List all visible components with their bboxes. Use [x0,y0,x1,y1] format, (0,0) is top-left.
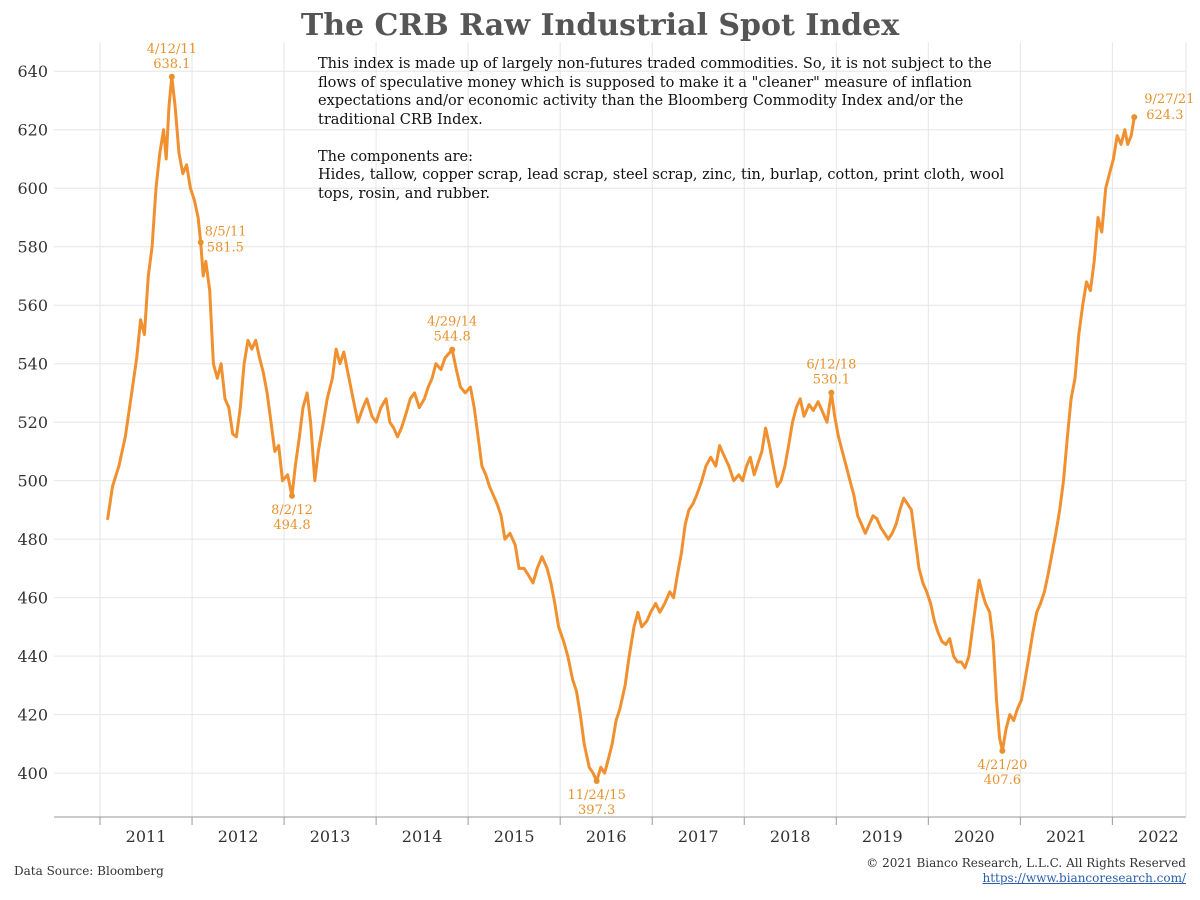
x-tick-label: 2014 [402,827,443,846]
annotation-date-label: 9/27/21 [1144,92,1194,107]
y-tick-label: 420 [17,706,48,725]
y-tick-label: 520 [17,413,48,432]
y-tick-label: 580 [17,238,48,257]
annotation-date-label: 8/2/12 [271,503,313,518]
annotation-marker [449,346,456,353]
y-tick-label: 480 [17,530,48,549]
copyright: © 2021 Bianco Research, L.L.C. All Right… [866,856,1186,870]
annotation-marker [999,747,1006,754]
annotation-value-label: 397.3 [578,803,615,818]
axes: 400 420 440 460 480 500 520 540 560 580 600 620 640 2… [17,42,1187,846]
x-tick-label: 2017 [678,827,719,846]
annotation-date-label: 11/24/15 [567,788,625,803]
y-tick-label: 500 [17,472,48,491]
y-tick-label: 560 [17,296,48,315]
annotation-date-label: 8/5/11 [205,224,247,239]
annotation-date-label: 6/12/18 [806,358,856,373]
x-tick-label: 2021 [1046,827,1087,846]
x-tick-label: 2015 [494,827,535,846]
note-components-list: Hides, tallow, copper scrap, lead scrap,… [318,167,1005,202]
series-line [106,75,1136,783]
annotation-date-label: 4/12/11 [147,42,197,57]
annotation-value-label: 407.6 [984,773,1021,788]
y-tick-label: 600 [17,179,48,198]
note-description: This index is made up of largely non-fut… [318,56,992,128]
annotation-value-label: 638.1 [153,57,190,72]
y-tick-label: 540 [17,355,48,374]
y-tick-label: 440 [17,647,48,666]
chart-note: This index is made up of largely non-fut… [318,55,1018,203]
x-tick-label: 2013 [310,827,351,846]
annotation-value-label: 530.1 [813,373,850,388]
annotation-marker [1131,114,1138,121]
annotation-date-label: 4/21/20 [977,758,1027,773]
x-tick-label: 2019 [862,827,903,846]
x-tick-label: 2020 [954,827,995,846]
annotation-marker [168,73,175,80]
annotation-value-label: 624.3 [1146,108,1183,123]
x-tick-label: 2012 [218,827,259,846]
annotation-date-label: 4/29/14 [427,315,477,330]
y-tick-label: 460 [17,589,48,608]
x-tick-label: 2016 [586,827,627,846]
y-tick-label: 640 [17,62,48,81]
y-tick-label: 400 [17,764,48,783]
annotation-marker [828,389,835,396]
annotation-marker [289,492,296,499]
chart-title: The CRB Raw Industrial Spot Index [300,8,900,43]
annotation-marker [197,239,204,246]
annotation-value-label: 544.8 [434,330,471,345]
y-tick-label: 620 [17,121,48,140]
x-tick-label: 2018 [770,827,811,846]
annotation-value-label: 494.8 [273,518,310,533]
note-components-label: The components are: [318,148,473,165]
website-link[interactable]: https://www.biancoresearch.com/ [982,871,1186,885]
annotation-value-label: 581.5 [207,240,244,255]
data-source: Data Source: Bloomberg [14,864,164,878]
series-layer [106,75,1136,783]
x-tick-label: 2022 [1138,827,1179,846]
annotation-marker [593,778,600,785]
x-tick-label: 2011 [126,827,167,846]
